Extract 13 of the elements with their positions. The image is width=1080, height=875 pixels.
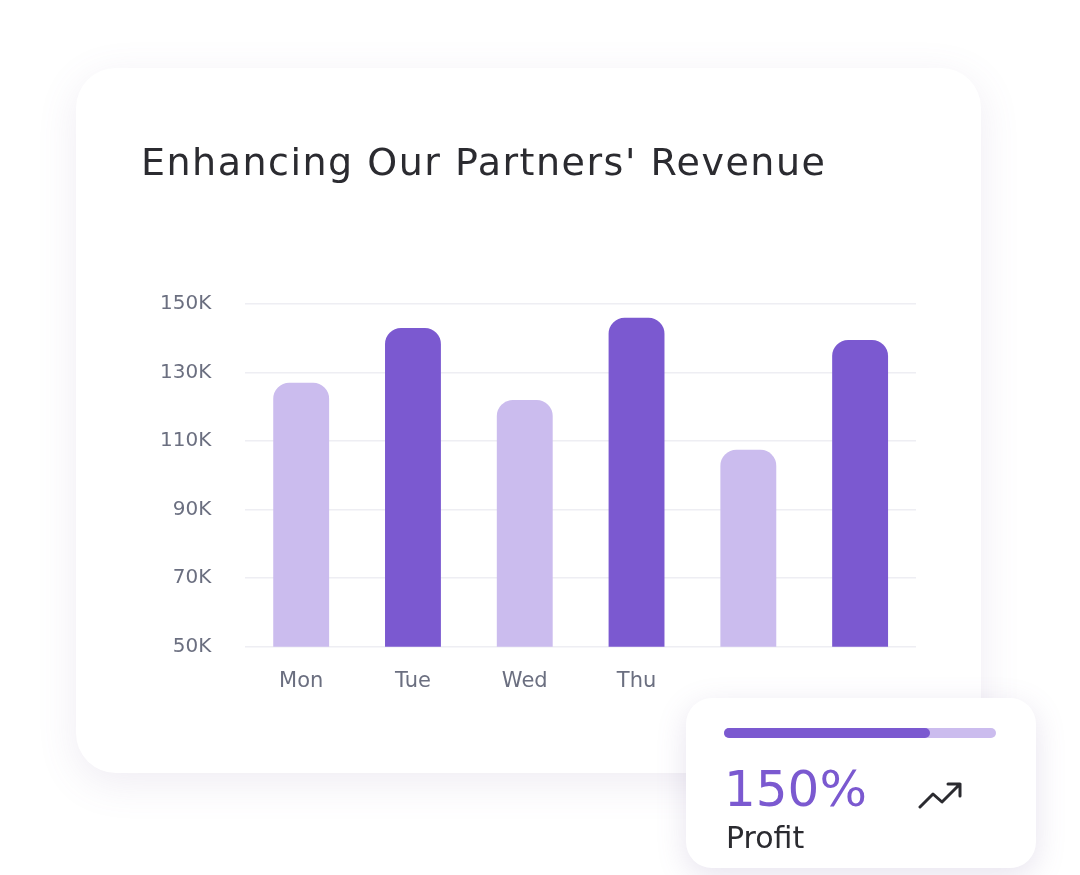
y-tick-label: 50K	[172, 633, 213, 657]
text: Profit	[726, 820, 805, 855]
x-tick-label: Thu	[615, 667, 657, 692]
x-tick-label: Mon	[279, 667, 324, 692]
x-tick-label: Wed	[501, 667, 548, 692]
text: 150%	[724, 760, 867, 818]
y-tick-label: 90K	[172, 495, 213, 520]
y-tick-label: 130K	[159, 358, 213, 383]
y-tick-label: 70K	[172, 564, 213, 589]
x-tick-label: Tue	[394, 667, 431, 692]
y-tick-label: 150K	[159, 290, 213, 315]
chart-title: Enhancing Our Partners' Revenue	[141, 140, 827, 184]
y-tick-label: 110K	[159, 427, 213, 452]
